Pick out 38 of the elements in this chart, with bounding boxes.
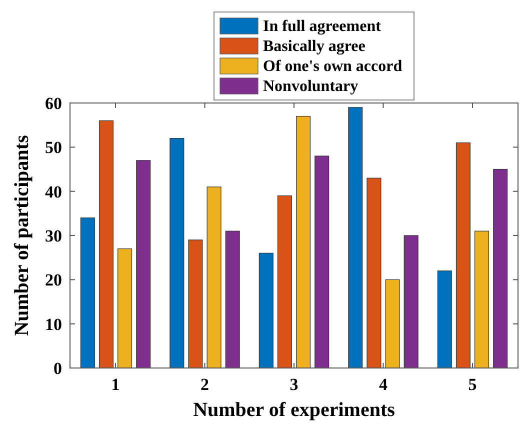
bar (80, 218, 95, 368)
legend-label: In full agreement (263, 18, 382, 35)
bar (437, 270, 452, 368)
bar (98, 120, 114, 368)
bar (314, 156, 330, 368)
y-tick-label: 60 (45, 94, 62, 113)
legend-label: Of one's own accord (263, 58, 402, 75)
y-tick-label: 10 (45, 314, 62, 334)
y-axis-title: Number of participants (11, 134, 33, 336)
bar (474, 230, 490, 368)
bar (385, 279, 400, 368)
bar (258, 252, 274, 368)
bar (493, 168, 508, 368)
x-tick-label: 2 (200, 375, 210, 394)
bar (456, 142, 470, 368)
bar (404, 235, 418, 368)
x-tick-label: 4 (378, 375, 388, 394)
bar (188, 240, 203, 368)
x-tick-label: 1 (111, 375, 120, 394)
bar (277, 195, 292, 368)
bar (136, 160, 151, 368)
bar (225, 230, 240, 368)
x-axis-title: Number of experiments (193, 399, 396, 421)
y-tick-label: 20 (45, 270, 62, 290)
bar (296, 116, 311, 368)
bar (366, 178, 382, 368)
bar (118, 248, 132, 368)
x-tick-label: 3 (290, 375, 298, 394)
legend-label: Nonvoluntary (263, 78, 358, 95)
y-tick-label: 0 (54, 358, 62, 378)
legend-label: Basically agree (263, 38, 366, 55)
y-tick-label: 50 (45, 138, 62, 158)
bar (206, 186, 222, 368)
y-tick-label: 40 (45, 182, 62, 202)
x-tick-label: 5 (468, 375, 477, 394)
y-tick-label: 30 (45, 226, 62, 246)
bar (170, 138, 184, 368)
bar (348, 107, 363, 368)
